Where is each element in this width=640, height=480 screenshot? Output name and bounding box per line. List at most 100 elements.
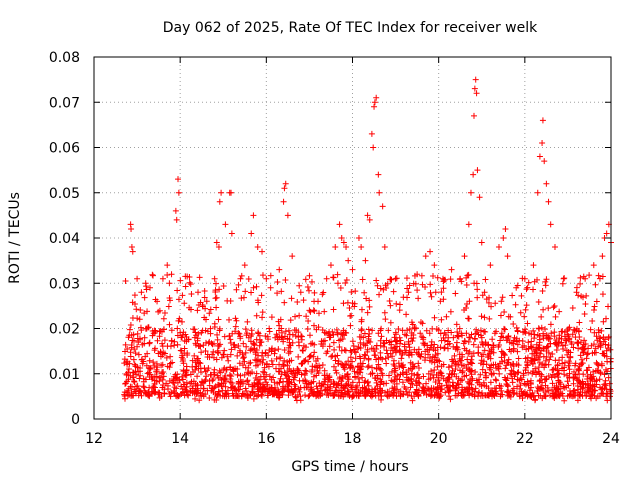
- data-point: [330, 306, 337, 313]
- data-point: [472, 368, 479, 375]
- data-point: [434, 363, 441, 370]
- data-point: [579, 344, 586, 351]
- data-point: [589, 392, 596, 399]
- data-point: [385, 354, 392, 361]
- data-point: [389, 347, 396, 354]
- data-point: [444, 341, 451, 348]
- data-point: [238, 378, 245, 385]
- data-point: [129, 392, 136, 399]
- data-point: [202, 327, 209, 334]
- data-point: [199, 303, 206, 310]
- data-point: [361, 289, 368, 296]
- data-point: [254, 297, 261, 304]
- data-point: [545, 373, 552, 380]
- data-point: [418, 272, 425, 279]
- data-point: [342, 280, 349, 287]
- data-point: [502, 365, 509, 372]
- data-point: [364, 309, 371, 316]
- data-point: [337, 284, 344, 291]
- data-point: [362, 393, 369, 400]
- data-point: [593, 333, 600, 340]
- data-point: [431, 341, 438, 348]
- data-point: [331, 392, 338, 399]
- data-point: [167, 360, 174, 367]
- data-point: [447, 308, 454, 315]
- data-point: [175, 317, 182, 324]
- data-point: [582, 381, 589, 388]
- data-point: [589, 382, 596, 389]
- data-point: [476, 194, 483, 201]
- data-point: [356, 364, 363, 371]
- data-point: [362, 342, 369, 349]
- data-point: [345, 388, 352, 395]
- data-point: [140, 383, 147, 390]
- data-point: [406, 344, 413, 351]
- data-point: [518, 376, 525, 383]
- data-point: [221, 333, 228, 340]
- data-point: [575, 386, 582, 393]
- data-point: [555, 340, 562, 347]
- data-point: [201, 287, 208, 294]
- data-point: [296, 377, 303, 384]
- data-point: [348, 312, 355, 319]
- data-point: [545, 336, 552, 343]
- data-point: [595, 326, 602, 333]
- data-point: [504, 382, 511, 389]
- data-point: [173, 216, 180, 223]
- data-point: [378, 396, 385, 403]
- data-point: [598, 327, 605, 334]
- data-point: [456, 325, 463, 332]
- data-point: [194, 373, 201, 380]
- data-point: [181, 300, 188, 307]
- data-point: [437, 369, 444, 376]
- data-point: [576, 319, 583, 326]
- data-point: [199, 390, 206, 397]
- data-point: [497, 391, 504, 398]
- data-point: [321, 367, 328, 374]
- data-point: [219, 387, 226, 394]
- data-point: [487, 389, 494, 396]
- data-point: [365, 337, 372, 344]
- data-point: [401, 341, 408, 348]
- data-point: [145, 324, 152, 331]
- data-point: [169, 359, 176, 366]
- data-point: [365, 382, 372, 389]
- data-point: [514, 348, 521, 355]
- data-point: [538, 371, 545, 378]
- data-point: [473, 326, 480, 333]
- data-point: [602, 341, 609, 348]
- data-point: [281, 347, 288, 354]
- data-point: [528, 331, 535, 338]
- data-point: [237, 333, 244, 340]
- data-point: [159, 384, 166, 391]
- data-point: [397, 388, 404, 395]
- data-point: [570, 326, 577, 333]
- data-point: [135, 392, 142, 399]
- data-point: [501, 357, 508, 364]
- data-point: [514, 369, 521, 376]
- data-point: [195, 330, 202, 337]
- data-point: [247, 370, 254, 377]
- data-point: [410, 280, 417, 287]
- data-point: [253, 336, 260, 343]
- data-point: [164, 363, 171, 370]
- data-point: [554, 367, 561, 374]
- data-point: [559, 280, 566, 287]
- data-point: [126, 326, 133, 333]
- data-point: [403, 368, 410, 375]
- data-point: [522, 392, 529, 399]
- data-point: [386, 297, 393, 304]
- data-point: [241, 262, 248, 269]
- data-point: [408, 370, 415, 377]
- data-point: [259, 309, 266, 316]
- data-point: [266, 373, 273, 380]
- data-point: [296, 388, 303, 395]
- data-point: [511, 334, 518, 341]
- data-point: [232, 315, 239, 322]
- data-point: [567, 388, 574, 395]
- data-point: [583, 367, 590, 374]
- data-point: [306, 272, 313, 279]
- data-point: [553, 382, 560, 389]
- data-point: [277, 354, 284, 361]
- data-point: [240, 355, 247, 362]
